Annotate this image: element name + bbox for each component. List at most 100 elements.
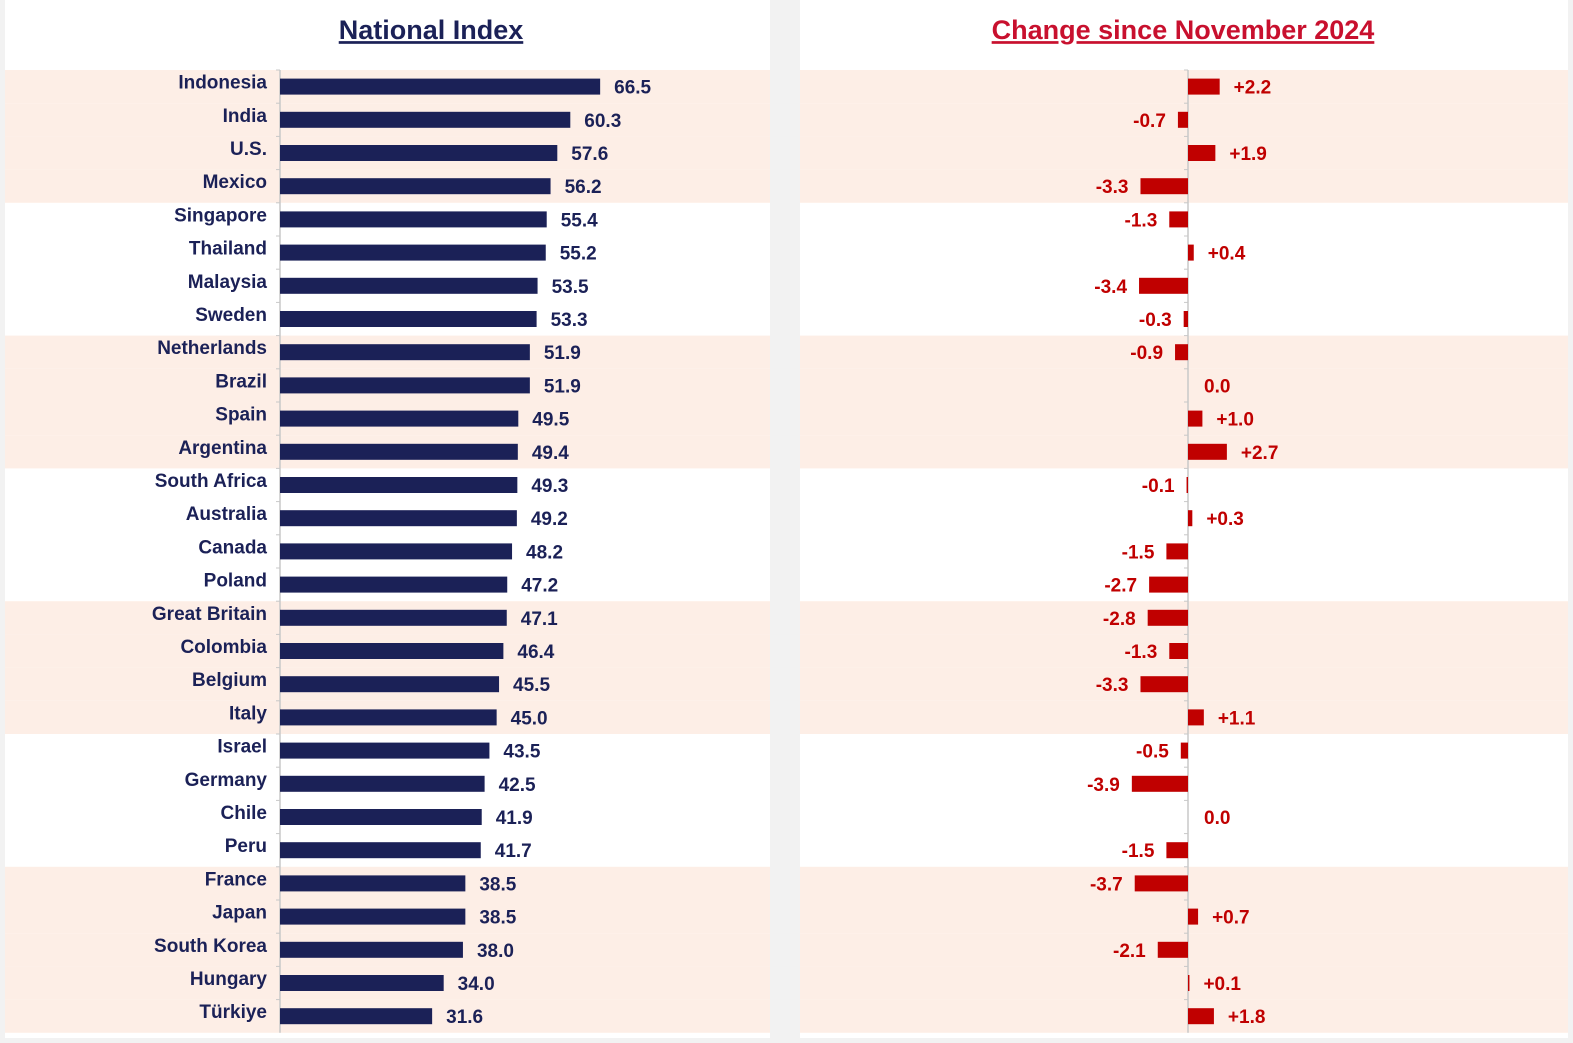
category-label: Germany xyxy=(185,770,268,791)
category-label: Türkiye xyxy=(199,1002,267,1023)
bar xyxy=(280,643,504,659)
bar xyxy=(280,676,500,693)
value-label: -2.1 xyxy=(1113,941,1146,962)
bar xyxy=(1177,111,1188,128)
bar xyxy=(1180,742,1188,759)
value-label: 53.3 xyxy=(551,310,588,331)
bar xyxy=(280,709,497,726)
category-label: Netherlands xyxy=(157,338,267,359)
row-band xyxy=(800,999,1568,1033)
bar xyxy=(280,510,517,527)
category-label: Belgium xyxy=(192,670,267,691)
bar xyxy=(1188,908,1199,925)
value-label: 41.7 xyxy=(495,841,532,862)
value-label: +1.1 xyxy=(1218,708,1256,729)
value-label: 49.5 xyxy=(532,410,569,431)
bar xyxy=(1188,244,1194,261)
category-label: Sweden xyxy=(195,305,267,326)
bar xyxy=(280,477,518,493)
value-label: +2.2 xyxy=(1234,78,1272,99)
value-label: 60.3 xyxy=(584,111,621,132)
bar xyxy=(1166,543,1188,560)
value-label: 47.1 xyxy=(521,609,558,630)
value-label: +2.7 xyxy=(1241,443,1279,464)
bar xyxy=(1157,941,1188,958)
row-band xyxy=(800,900,1568,934)
value-label: 49.3 xyxy=(531,476,568,497)
value-label: 51.9 xyxy=(544,343,581,364)
bar xyxy=(280,78,601,95)
value-label: 45.5 xyxy=(513,675,550,696)
bar xyxy=(1188,443,1227,460)
value-label: -3.7 xyxy=(1090,874,1123,895)
bar xyxy=(1147,609,1188,626)
value-label: +1.0 xyxy=(1216,410,1254,431)
value-label: -1.3 xyxy=(1125,210,1158,231)
bar xyxy=(280,178,551,195)
bar xyxy=(1139,277,1188,294)
value-label: -3.3 xyxy=(1096,675,1129,696)
chart-title: Change since November 2024 xyxy=(992,15,1375,45)
row-band xyxy=(800,402,1568,436)
value-label: 38.5 xyxy=(479,908,516,929)
category-label: Singapore xyxy=(174,205,267,226)
value-label: 47.2 xyxy=(521,576,558,597)
bar xyxy=(280,111,571,128)
category-label: Israel xyxy=(217,737,267,758)
category-label: Malaysia xyxy=(188,272,268,293)
value-label: 34.0 xyxy=(458,974,495,995)
value-label: 42.5 xyxy=(499,775,536,796)
value-label: -1.3 xyxy=(1125,642,1158,663)
bar xyxy=(280,145,558,161)
chart-title: National Index xyxy=(339,15,524,45)
bar xyxy=(1149,576,1188,593)
category-label: Colombia xyxy=(180,637,267,658)
row-band xyxy=(800,435,1568,469)
category-label: Indonesia xyxy=(178,73,267,94)
category-label: Mexico xyxy=(203,172,267,193)
value-label: 0.0 xyxy=(1204,808,1230,829)
bar xyxy=(280,344,530,361)
bar xyxy=(280,543,513,560)
bar xyxy=(1140,178,1188,195)
row-band xyxy=(800,700,1568,734)
value-label: 43.5 xyxy=(503,742,540,763)
value-label: -0.7 xyxy=(1133,111,1166,132)
value-label: 31.6 xyxy=(446,1007,483,1028)
bar xyxy=(1188,1008,1214,1025)
category-label: Italy xyxy=(229,703,267,724)
bar xyxy=(1166,842,1188,859)
value-label: 55.4 xyxy=(561,210,598,231)
bar xyxy=(280,941,463,958)
value-label: 66.5 xyxy=(614,78,651,99)
value-label: 38.5 xyxy=(479,874,516,895)
value-label: 53.5 xyxy=(552,277,589,298)
category-label: Hungary xyxy=(190,969,268,990)
value-label: -0.5 xyxy=(1136,742,1169,763)
value-label: 49.4 xyxy=(532,443,569,464)
category-label: Canada xyxy=(198,537,267,558)
value-label: -0.1 xyxy=(1142,476,1175,497)
bar xyxy=(280,975,444,991)
value-label: 56.2 xyxy=(565,177,602,198)
bar xyxy=(1188,410,1203,427)
bar xyxy=(280,576,508,593)
bar xyxy=(280,277,538,294)
value-label: -1.5 xyxy=(1122,542,1155,563)
bar xyxy=(1183,311,1188,327)
bar xyxy=(1175,344,1188,361)
category-label: U.S. xyxy=(230,139,267,160)
value-label: -0.9 xyxy=(1130,343,1163,364)
row-band xyxy=(800,70,1568,104)
bar xyxy=(1186,477,1188,493)
category-label: Argentina xyxy=(178,438,267,459)
category-label: South Korea xyxy=(154,936,267,957)
category-label: India xyxy=(223,106,268,127)
row-band xyxy=(800,966,1568,1000)
value-label: -3.3 xyxy=(1096,177,1129,198)
bar xyxy=(280,908,466,925)
value-label: +0.3 xyxy=(1206,509,1244,530)
category-label: France xyxy=(205,869,267,890)
bar xyxy=(1188,510,1193,527)
